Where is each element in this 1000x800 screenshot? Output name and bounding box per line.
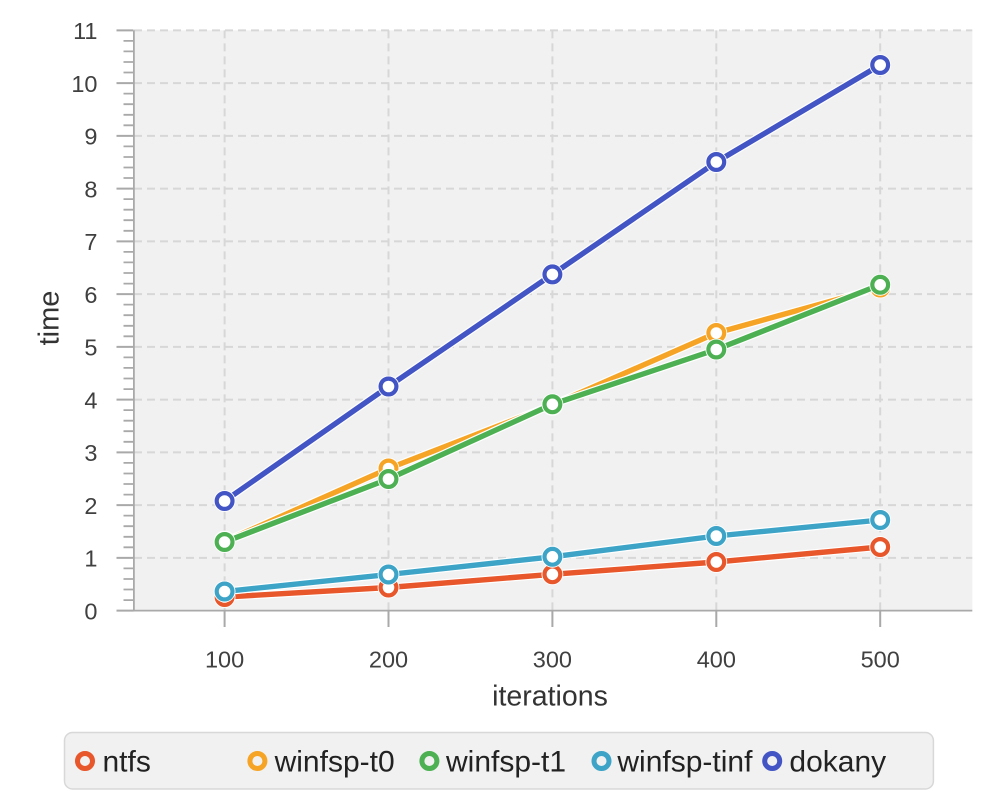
svg-text:1: 1 [84,546,97,572]
svg-text:100: 100 [205,647,244,673]
svg-text:8: 8 [84,176,97,202]
svg-text:ntfs: ntfs [103,746,151,779]
svg-text:3: 3 [84,440,97,466]
svg-text:winfsp-tinf: winfsp-tinf [616,746,753,779]
svg-text:500: 500 [861,647,900,673]
svg-text:winfsp-t0: winfsp-t0 [274,746,395,779]
svg-text:6: 6 [84,282,97,308]
svg-text:11: 11 [73,18,97,44]
svg-text:7: 7 [84,229,97,255]
svg-text:time: time [34,291,66,346]
svg-text:iterations: iterations [492,681,608,713]
svg-text:2: 2 [84,493,97,519]
svg-text:9: 9 [84,124,97,150]
svg-text:200: 200 [369,647,408,673]
svg-text:300: 300 [533,647,572,673]
svg-text:10: 10 [71,71,97,97]
svg-text:winfsp-t1: winfsp-t1 [445,746,566,779]
svg-text:4: 4 [84,387,97,413]
svg-text:400: 400 [697,647,736,673]
svg-text:0: 0 [84,598,97,624]
svg-text:dokany: dokany [789,746,886,779]
svg-text:5: 5 [84,335,97,361]
